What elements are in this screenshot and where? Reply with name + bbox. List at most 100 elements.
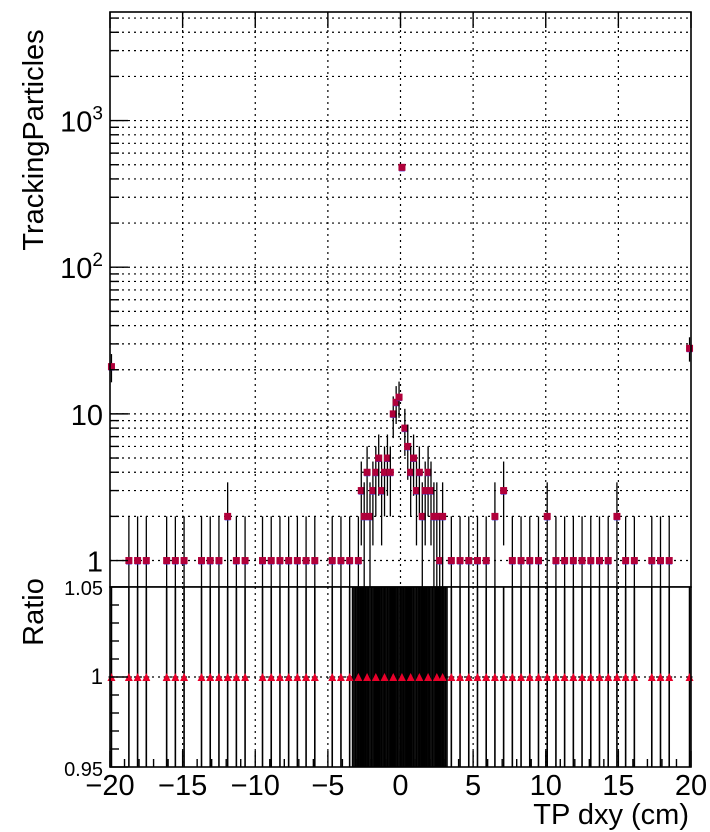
top-y-tick-label: 102 [60, 250, 103, 285]
top-grid [110, 12, 691, 587]
data-point [302, 557, 310, 565]
top-y-ticks: 1 10 102 103 [60, 12, 692, 579]
ratio-point [133, 673, 142, 681]
data-point [656, 557, 664, 565]
data-point [648, 557, 656, 565]
data-point [482, 557, 490, 565]
data-point [412, 487, 420, 495]
ratio-point [578, 673, 587, 681]
data-point [134, 557, 142, 565]
data-point [346, 557, 354, 565]
data-point [473, 557, 481, 565]
ratio-point [258, 673, 267, 681]
data-point [224, 512, 232, 520]
x-tick-label: 5 [465, 770, 481, 802]
x-axis-label: TP dxy (cm) [533, 799, 689, 831]
top-y-tick-label: 10 [71, 400, 103, 432]
ratio-point [551, 673, 560, 681]
ratio-y-tick-label: 1.05 [64, 578, 103, 600]
ratio-point [424, 673, 433, 681]
ratio-point [534, 673, 543, 681]
data-point [378, 487, 386, 495]
top-y-tick-label: 103 [60, 104, 103, 139]
ratio-y-tick-label: 0.95 [64, 759, 103, 781]
data-point [543, 512, 551, 520]
data-point [180, 557, 188, 565]
data-point [395, 393, 403, 401]
data-point [424, 468, 432, 476]
data-point [407, 468, 415, 476]
ratio-y-axis-label: Ratio [18, 578, 50, 646]
data-point [171, 557, 179, 565]
x-tick-label: −20 [85, 770, 134, 802]
top-y-axis-label: TrackingParticles [18, 29, 50, 250]
data-point [552, 557, 560, 565]
data-point [241, 557, 249, 565]
data-point [267, 557, 275, 565]
data-point [163, 557, 171, 565]
ratio-point [630, 673, 639, 681]
data-point [389, 410, 397, 418]
ratio-point [490, 673, 499, 681]
data-point [465, 557, 473, 565]
data-point [107, 363, 115, 371]
data-point [363, 468, 371, 476]
data-point [410, 454, 418, 462]
data-point [404, 442, 412, 450]
ratio-point [464, 673, 473, 681]
data-point [604, 557, 612, 565]
data-point [398, 163, 406, 171]
data-point [401, 424, 409, 432]
data-point [125, 557, 133, 565]
ratio-point [197, 673, 206, 681]
data-point [436, 557, 444, 565]
ratio-point [473, 673, 482, 681]
ratio-point [415, 673, 424, 681]
data-point [293, 557, 301, 565]
ratio-point [560, 673, 569, 681]
x-tick-label: 0 [392, 770, 408, 802]
data-point [630, 557, 638, 565]
data-point [381, 468, 389, 476]
ratio-point [310, 673, 319, 681]
ratio-point [206, 673, 215, 681]
data-point [392, 398, 400, 406]
data-point [517, 557, 525, 565]
ratio-point [354, 673, 363, 681]
ratio-point [397, 673, 406, 681]
ratio-point [543, 673, 552, 681]
ratio-point [665, 673, 674, 681]
data-point [142, 557, 150, 565]
data-point [578, 557, 586, 565]
data-point [508, 557, 516, 565]
ratio-point [586, 673, 595, 681]
ratio-point [223, 673, 232, 681]
data-point [665, 557, 673, 565]
data-point [386, 468, 394, 476]
data-point [439, 512, 447, 520]
x-tick-label: −10 [231, 770, 280, 802]
data-point [354, 557, 362, 565]
data-point [561, 557, 569, 565]
ratio-point [171, 673, 180, 681]
ratio-point [371, 673, 380, 681]
data-point [328, 557, 336, 565]
data-point [427, 487, 435, 495]
data-point [215, 557, 223, 565]
data-point [433, 512, 441, 520]
ratio-point [302, 673, 311, 681]
ratio-point [389, 673, 398, 681]
ratio-point [456, 673, 465, 681]
data-point [232, 557, 240, 565]
ratio-point [232, 673, 241, 681]
ratio-point [517, 673, 526, 681]
data-point [276, 557, 284, 565]
ratio-point [595, 673, 604, 681]
ratio-point [142, 673, 151, 681]
ratio-point [363, 673, 372, 681]
data-point [686, 344, 694, 352]
ratio-point [621, 673, 630, 681]
ratio-point [284, 673, 293, 681]
data-point [360, 512, 368, 520]
ratio-point [525, 673, 534, 681]
